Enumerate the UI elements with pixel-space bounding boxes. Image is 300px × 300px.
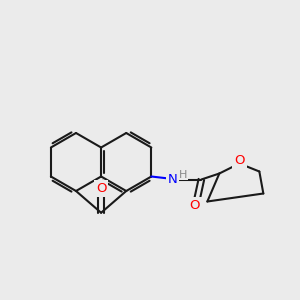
Text: O: O <box>189 199 200 212</box>
Text: N: N <box>168 173 177 186</box>
Text: O: O <box>234 154 244 167</box>
Text: H: H <box>179 169 188 179</box>
Text: O: O <box>96 182 106 195</box>
